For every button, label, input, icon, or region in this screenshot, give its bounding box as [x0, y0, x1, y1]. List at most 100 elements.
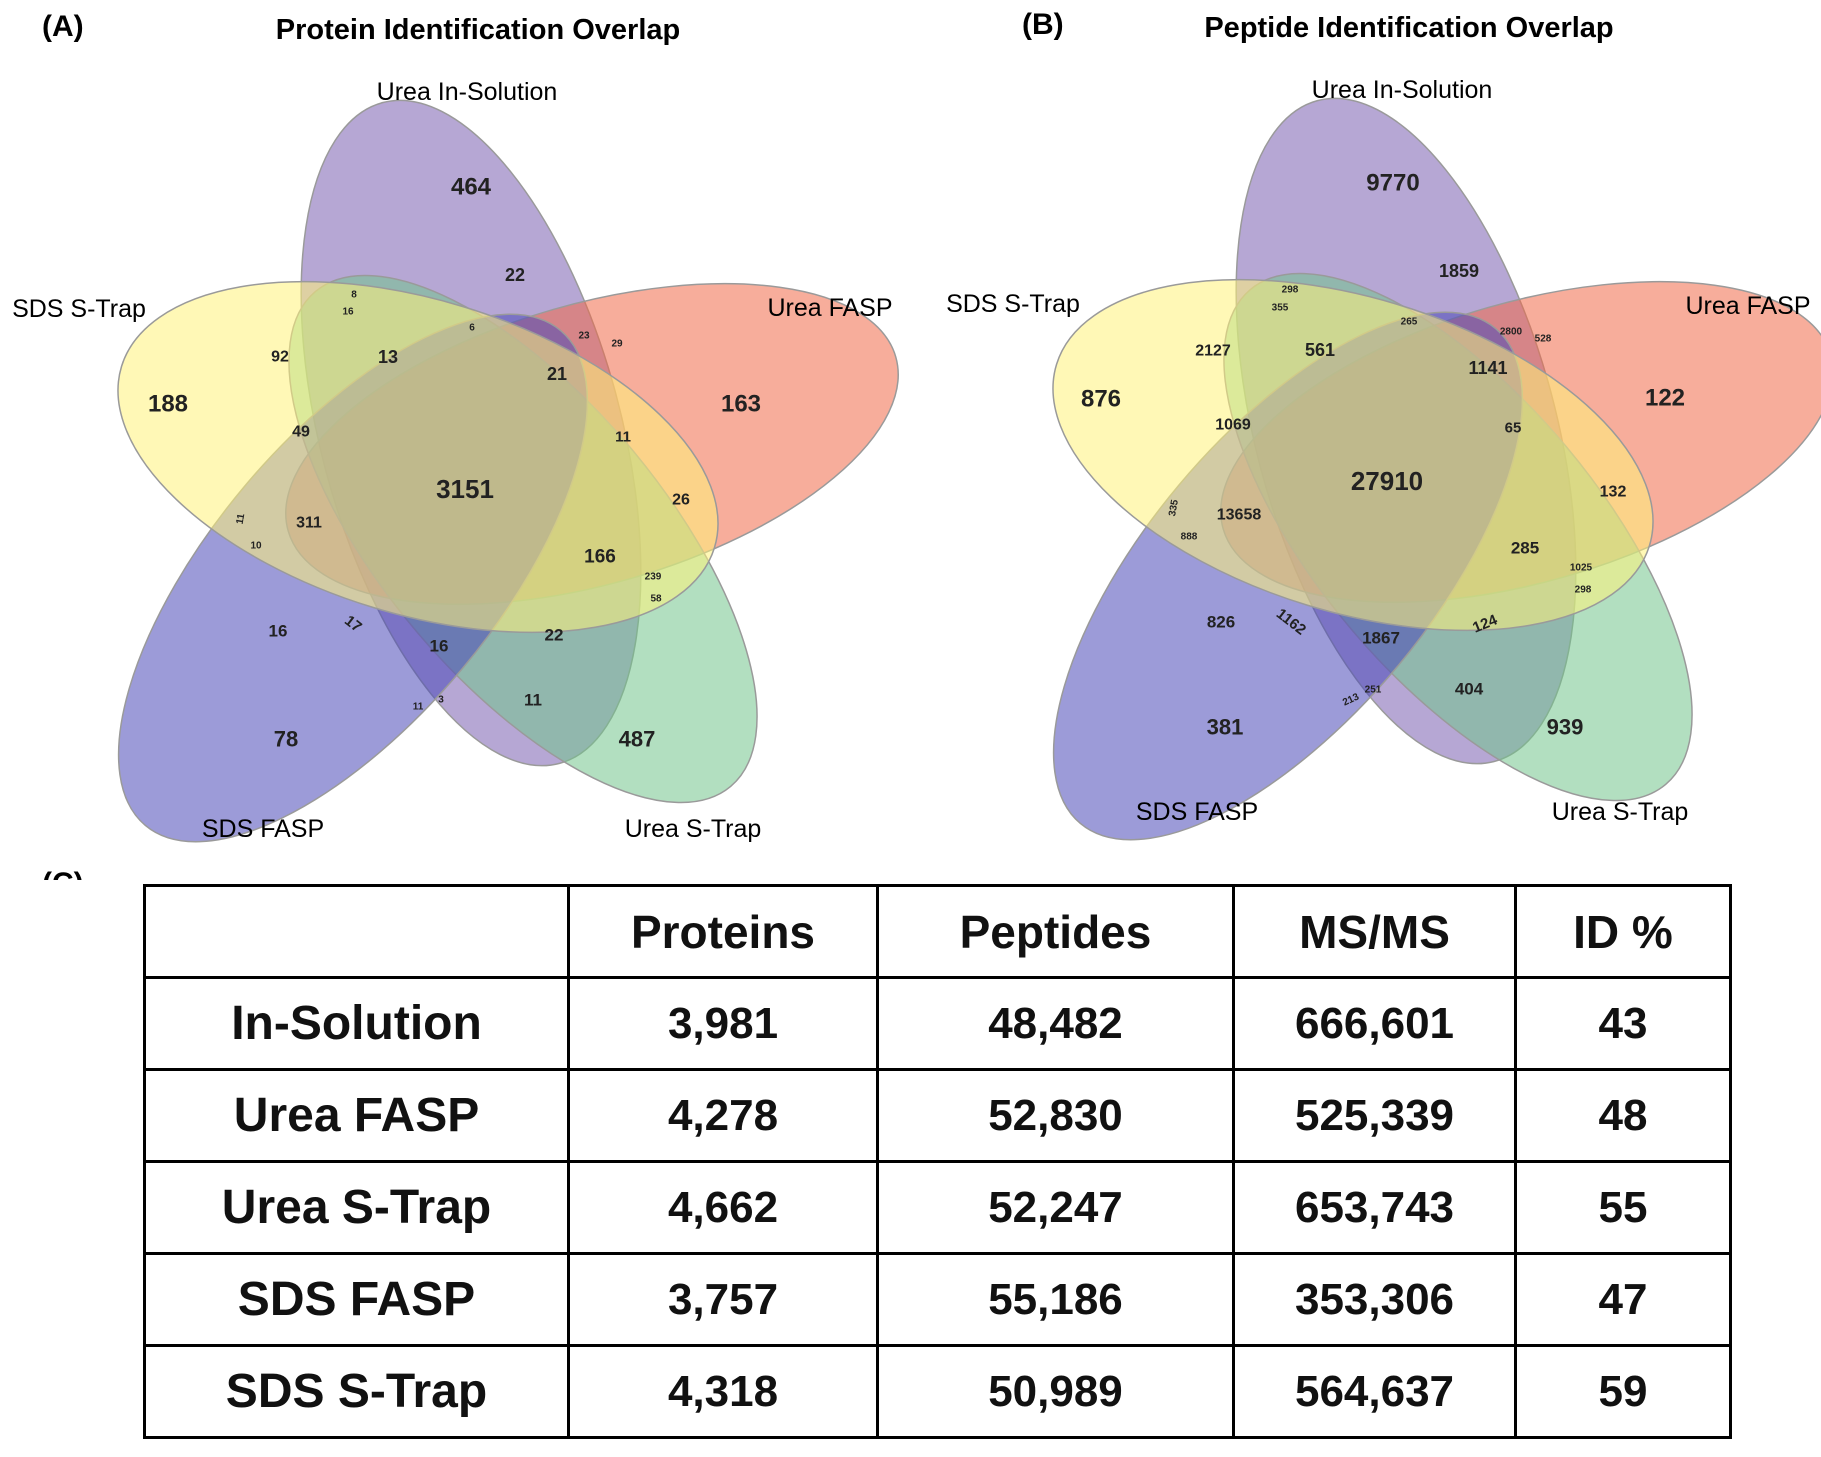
set-label-urea-s-trap: Urea S-Trap	[625, 815, 762, 843]
region-count: 251	[1365, 685, 1382, 696]
region-count: 132	[1600, 484, 1627, 501]
set-label-sds-s-trap: SDS S-Trap	[12, 295, 146, 323]
set-label-urea-s-trap: Urea S-Trap	[1552, 798, 1689, 826]
table-row: SDS S-Trap 4,318 50,989 564,637 59	[143, 1344, 1732, 1439]
region-count: 3	[438, 695, 444, 706]
region-count: 49	[292, 424, 310, 441]
set-label-urea-fasp: Urea FASP	[767, 294, 892, 322]
region-count: 335	[1167, 498, 1181, 517]
region-count: 16	[430, 637, 449, 656]
cell-msms: 666,601	[1232, 976, 1517, 1071]
row-method: SDS FASP	[143, 1252, 570, 1347]
cell-peptides: 55,186	[876, 1252, 1235, 1347]
region-count: 355	[1272, 303, 1289, 314]
region-count: 11	[615, 429, 631, 446]
region-count: 92	[271, 349, 289, 366]
region-count: 188	[148, 391, 188, 418]
panel-label-a: (A)	[42, 10, 84, 43]
cell-peptides: 52,830	[876, 1068, 1235, 1163]
venn-title-b: Peptide Identification Overlap	[1204, 12, 1613, 44]
region-count: 2127	[1195, 343, 1231, 360]
cell-proteins: 3,981	[567, 976, 879, 1071]
cell-proteins: 4,662	[567, 1160, 879, 1255]
region-count: 3151	[436, 474, 494, 504]
cell-msms: 564,637	[1232, 1344, 1517, 1439]
venn-title-a: Protein Identification Overlap	[276, 14, 680, 46]
region-count: 404	[1455, 680, 1484, 699]
region-count: 26	[672, 492, 690, 509]
table-header-row: Proteins Peptides MS/MS ID %	[143, 884, 1732, 979]
region-count: 239	[645, 572, 662, 583]
region-count: 285	[1511, 539, 1539, 558]
cell-peptides: 48,482	[876, 976, 1235, 1071]
region-count: 11	[235, 512, 248, 525]
region-count: 166	[584, 547, 616, 568]
region-count: 311	[296, 515, 322, 532]
set-label-urea-in-solution: Urea In-Solution	[1312, 76, 1493, 104]
region-count: 1867	[1362, 629, 1400, 648]
cell-msms: 353,306	[1232, 1252, 1517, 1347]
region-count: 11	[413, 702, 424, 713]
cell-id-percent: 55	[1514, 1160, 1732, 1255]
set-label-sds-fasp: SDS FASP	[1136, 798, 1258, 826]
region-count: 464	[451, 174, 492, 201]
region-count: 561	[1305, 340, 1335, 360]
header-peptides: Peptides	[876, 884, 1235, 979]
cell-peptides: 52,247	[876, 1160, 1235, 1255]
cell-id-percent: 43	[1514, 976, 1732, 1071]
region-counts-a: 464 22 8 16 6 23 29 13 92 21 188 163 49 …	[148, 174, 761, 752]
region-count: 16	[269, 622, 288, 641]
region-count: 528	[1535, 334, 1552, 345]
region-count: 163	[721, 391, 761, 418]
header-id-percent: ID %	[1514, 884, 1732, 979]
set-label-sds-s-trap: SDS S-Trap	[946, 290, 1080, 318]
cell-id-percent: 48	[1514, 1068, 1732, 1163]
region-count: 58	[650, 594, 662, 605]
cell-id-percent: 59	[1514, 1344, 1732, 1439]
region-count: 6	[469, 323, 475, 334]
region-count: 939	[1547, 715, 1584, 740]
cell-msms: 525,339	[1232, 1068, 1517, 1163]
peptide-venn-panel: (B) Peptide Identification Overlap Urea …	[946, 8, 1821, 841]
region-count: 122	[1645, 385, 1685, 412]
header-proteins: Proteins	[567, 884, 879, 979]
region-count: 13	[378, 347, 398, 367]
region-count: 876	[1081, 386, 1121, 413]
cell-id-percent: 47	[1514, 1252, 1732, 1347]
header-empty	[143, 884, 570, 979]
row-method: SDS S-Trap	[143, 1344, 570, 1439]
region-count: 826	[1207, 613, 1235, 632]
region-count: 22	[545, 626, 564, 645]
panel-label-b: (B)	[1022, 8, 1064, 41]
table-row: Urea FASP 4,278 52,830 525,339 48	[143, 1068, 1732, 1163]
region-counts-b: 9770 1859 298 355 265 2800 528 561 2127 …	[1081, 170, 1685, 740]
region-count: 27910	[1351, 466, 1423, 496]
row-method: Urea S-Trap	[143, 1160, 570, 1255]
region-count: 265	[1401, 317, 1418, 328]
region-count: 298	[1575, 585, 1592, 596]
region-count: 16	[342, 307, 354, 318]
region-count: 1069	[1215, 417, 1251, 434]
region-count: 29	[611, 339, 623, 350]
region-count: 487	[619, 727, 656, 752]
cell-proteins: 4,278	[567, 1068, 879, 1163]
region-count: 888	[1181, 532, 1198, 543]
region-count: 11	[524, 691, 542, 710]
row-method: In-Solution	[143, 976, 570, 1071]
protein-venn-panel: (A) Protein Identification Overlap Urea …	[12, 10, 899, 843]
set-label-sds-fasp: SDS FASP	[202, 815, 324, 843]
table-row: SDS FASP 3,757 55,186 353,306 47	[143, 1252, 1732, 1347]
region-count: 298	[1282, 285, 1299, 296]
cell-peptides: 50,989	[876, 1344, 1235, 1439]
region-count: 1141	[1468, 358, 1507, 378]
region-count: 22	[505, 265, 525, 285]
set-label-urea-in-solution: Urea In-Solution	[377, 78, 558, 106]
region-count: 8	[351, 290, 357, 301]
ellipse-sds-s-trap	[1052, 278, 1654, 632]
cell-proteins: 3,757	[567, 1252, 879, 1347]
summary-table: Proteins Peptides MS/MS ID % In-Solution…	[143, 884, 1732, 1439]
region-count: 21	[547, 364, 567, 384]
panel-label-c: (C)	[42, 867, 84, 880]
region-count: 1025	[1570, 563, 1593, 574]
region-count: 2800	[1500, 327, 1523, 338]
